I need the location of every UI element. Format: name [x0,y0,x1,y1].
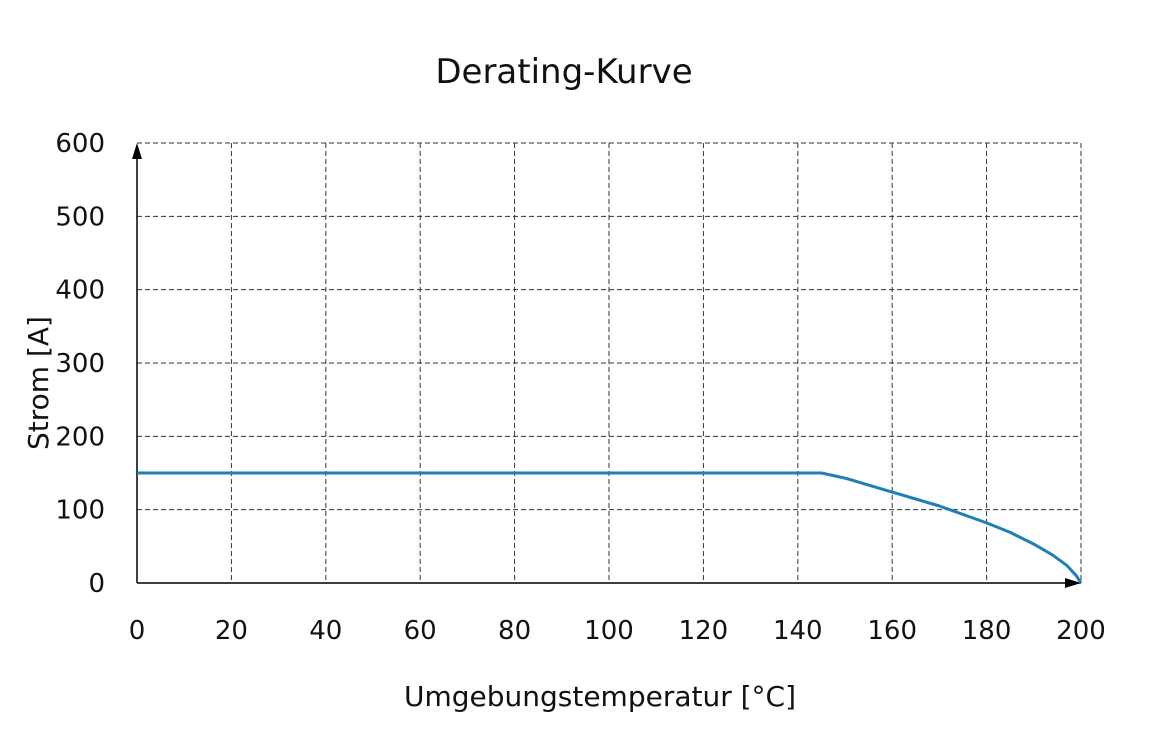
y-axis-arrow-icon [132,143,142,159]
x-tick-label: 180 [962,616,1012,646]
y-tick-label: 300 [55,349,105,379]
x-tick-label: 20 [215,616,248,646]
x-tick-label: 40 [309,616,342,646]
x-tick-label: 200 [1056,616,1106,646]
y-tick-label: 0 [88,569,105,599]
y-tick-label: 600 [55,129,105,159]
x-tick-label: 100 [584,616,634,646]
y-tick-label: 500 [55,202,105,232]
x-tick-label: 80 [498,616,531,646]
y-tick-label: 200 [55,422,105,452]
derating-series-line [137,471,1083,584]
y-tick-label: 100 [55,496,105,526]
grid [137,142,1082,583]
x-tick-label: 120 [679,616,729,646]
x-axis-arrow-icon [1065,578,1081,588]
chart-title: Derating-Kurve [435,52,692,92]
x-tick-label: 140 [773,616,823,646]
y-tick-label: 400 [55,276,105,306]
x-axis-label: Umgebungstemperatur [°C] [404,680,796,713]
x-tick-label: 60 [404,616,437,646]
x-tick-label: 0 [129,616,146,646]
y-axis-label: Strom [A] [22,316,55,450]
axes [132,143,1081,588]
series-group [137,471,1083,584]
y-tick-labels: 0 100 200 300 400 500 600 [55,129,105,599]
x-tick-label: 160 [867,616,917,646]
x-tick-labels: 0 20 40 60 80 100 120 140 160 180 200 [129,616,1106,646]
